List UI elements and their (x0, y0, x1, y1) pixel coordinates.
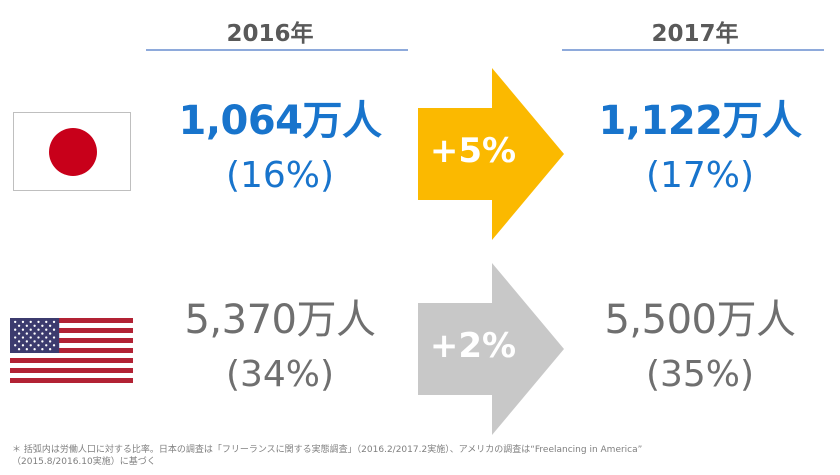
usa-flag-stripes (10, 318, 133, 383)
year-underline-2017 (562, 49, 824, 51)
usa-value-2017: 5,500万人 (604, 297, 796, 343)
usa-value-2016: 5,370万人 (184, 297, 376, 343)
japan-growth-arrow (418, 68, 564, 240)
japan-share-2017: (17%) (645, 155, 755, 196)
year-underline-2016 (146, 49, 408, 51)
usa-arrow-shape (418, 263, 564, 435)
japan-change-label: +5% (429, 131, 517, 171)
japan-flag-sun (49, 128, 97, 176)
japan-arrow-shape (418, 68, 564, 240)
japan-flag-icon (13, 112, 131, 191)
footnote: ＊ 括弧内は労働人口に対する比率。日本の調査は「フリーランスに関する実態調査」（… (12, 445, 643, 467)
japan-share-2016: (16%) (225, 155, 335, 196)
year-header-2017: 2017年 (651, 21, 739, 47)
usa-flag-icon (10, 318, 133, 383)
japan-value-2017: 1,122万人 (598, 98, 802, 144)
usa-share-2017: (35%) (645, 354, 755, 395)
usa-share-2016: (34%) (225, 354, 335, 395)
usa-growth-arrow (418, 263, 564, 435)
usa-flag-canton (10, 318, 60, 354)
year-header-2016: 2016年 (226, 21, 314, 47)
usa-flag-stars (14, 320, 56, 351)
japan-value-2016: 1,064万人 (178, 98, 382, 144)
usa-change-label: +2% (429, 326, 517, 366)
